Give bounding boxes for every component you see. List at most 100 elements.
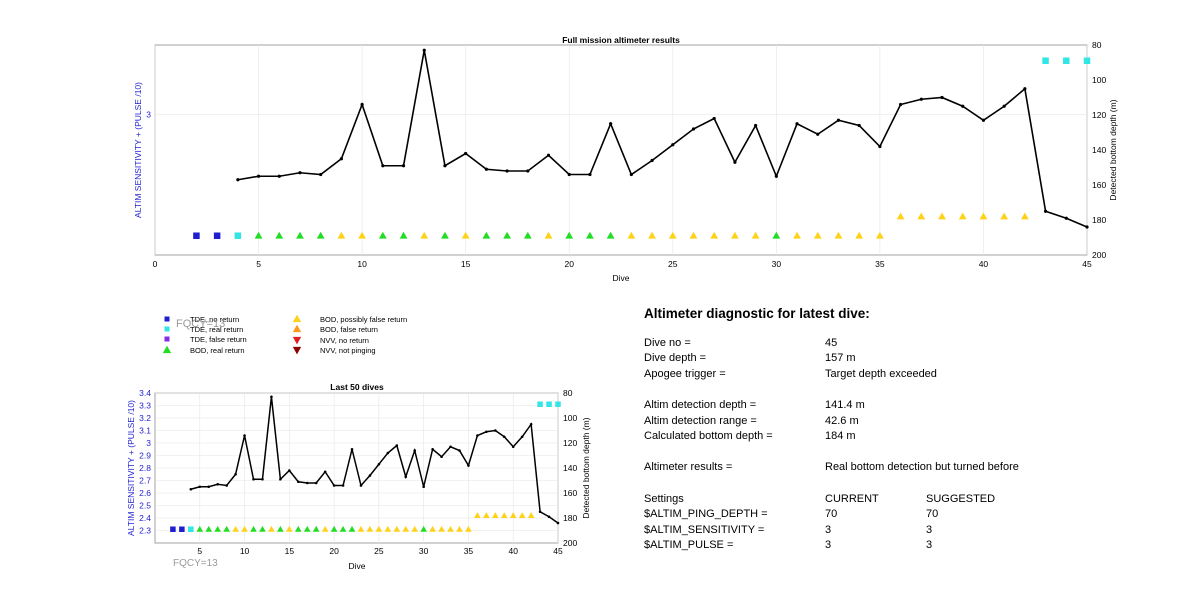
legend-label: BOD, false return — [320, 325, 378, 334]
x-tick-label: 10 — [357, 259, 367, 269]
depth-point — [198, 485, 202, 489]
status-marker — [296, 231, 304, 239]
x-tick-label: 35 — [464, 546, 474, 556]
status-marker — [979, 212, 988, 220]
legend-marker — [164, 326, 170, 332]
setting-suggested: 3 — [926, 539, 933, 552]
y2-tick-label: 200 — [1092, 250, 1106, 260]
depth-point — [422, 48, 426, 52]
altim-range-label: Altim detection range = — [644, 414, 757, 427]
depth-point — [261, 477, 264, 481]
calc-depth-label: Calculated bottom depth = — [644, 430, 773, 443]
status-marker — [196, 525, 204, 532]
depth-point — [189, 487, 193, 491]
results-label: Altimeter results = — [644, 461, 733, 474]
depth-point — [359, 484, 363, 487]
y2-tick-label: 160 — [563, 488, 577, 498]
legend-marker — [164, 336, 170, 342]
status-marker — [411, 525, 419, 532]
depth-point — [816, 132, 820, 136]
setting-suggested: 3 — [926, 523, 933, 536]
status-marker — [544, 231, 553, 239]
series-layer — [193, 48, 1091, 239]
x-tick-label: 30 — [419, 546, 429, 556]
y2-tick-label: 160 — [1092, 180, 1106, 190]
legend-label: BOD, real return — [190, 346, 245, 355]
status-marker — [268, 525, 275, 532]
y-tick-label: 2.9 — [139, 451, 151, 461]
depth-point — [567, 172, 571, 177]
status-marker — [339, 525, 347, 532]
y2-tick-label: 120 — [563, 438, 577, 448]
apogee-label: Apogee trigger = — [644, 367, 726, 380]
legend-marker — [164, 316, 170, 322]
status-marker — [286, 525, 293, 532]
status-marker — [259, 525, 266, 532]
y2-tick-label: 180 — [1092, 215, 1106, 225]
depth-point — [236, 178, 240, 182]
status-marker — [606, 231, 615, 239]
y2-tick-label: 140 — [563, 463, 577, 473]
legend-label: NVV, not pinging — [320, 346, 376, 355]
status-marker — [482, 231, 491, 239]
x-tick-label: 25 — [374, 546, 384, 556]
status-marker — [330, 525, 338, 532]
dive-depth-label: Dive depth = — [644, 352, 707, 365]
depth-point — [404, 475, 408, 479]
status-marker — [337, 231, 346, 239]
status-marker — [461, 231, 470, 239]
status-marker — [375, 525, 383, 532]
x-tick-label: 15 — [285, 546, 295, 556]
legend-marker — [292, 346, 302, 355]
depth-point — [588, 172, 592, 177]
status-marker — [357, 525, 365, 532]
status-marker — [586, 231, 594, 239]
legend-label: TDE, no return — [190, 315, 240, 324]
status-marker — [518, 512, 526, 518]
y-axis-label: ALTIM SENSITIVITY + (PULSE /10) — [126, 400, 136, 536]
fqcy-label: FQCY=13 — [173, 558, 218, 569]
status-marker — [321, 525, 329, 532]
depth-point — [981, 118, 986, 122]
status-marker — [474, 512, 481, 518]
status-marker — [751, 231, 760, 239]
status-marker — [402, 525, 410, 532]
status-marker — [958, 212, 967, 220]
x-axis-label: Dive — [612, 273, 629, 283]
y2-axis-label: Detected bottom depth (m) — [581, 417, 591, 518]
status-marker — [509, 512, 517, 518]
x-tick-labels: 5 10 15 20 25 30 35 40 45 — [197, 546, 563, 556]
depth-point — [279, 477, 282, 481]
status-marker — [1042, 57, 1049, 64]
altim-depth-value: 141.4 m — [825, 398, 865, 411]
depth-point — [339, 157, 343, 161]
depth-point — [431, 447, 434, 451]
status-marker — [1083, 57, 1091, 64]
y-tick-label: 3 — [146, 109, 151, 119]
x-tick-label: 35 — [875, 259, 885, 269]
depth-point — [520, 435, 524, 439]
status-marker — [303, 525, 311, 532]
results-value: Real bottom detection but turned before — [825, 461, 1019, 474]
x-tick-label: 20 — [564, 259, 574, 269]
y-tick-label: 2.6 — [139, 488, 151, 498]
legend: TDE, no return TDE, real return TDE, false… — [150, 312, 490, 372]
depth-point — [449, 445, 452, 449]
depth-point — [691, 127, 696, 131]
depth-point — [243, 434, 246, 437]
x-tick-label: 5 — [197, 546, 202, 556]
status-marker — [214, 525, 221, 532]
setting-current: 3 — [825, 539, 832, 552]
status-marker — [503, 231, 511, 239]
depth-line — [190, 396, 559, 524]
status-marker — [668, 231, 677, 239]
y-tick-labels: 2.3 2.4 2.5 2.6 2.7 2.8 2.9 3 3.1 3.2 3.3 3.4 — [139, 388, 151, 536]
depth-point — [476, 434, 479, 437]
status-marker — [223, 525, 230, 532]
depth-point — [919, 97, 923, 101]
depth-point — [754, 123, 758, 128]
setting-name: $ALTIM_SENSITIVITY = — [644, 523, 765, 536]
apogee-value: Target depth exceeded — [825, 367, 937, 380]
depth-point — [502, 435, 506, 439]
depth-point — [252, 477, 255, 481]
